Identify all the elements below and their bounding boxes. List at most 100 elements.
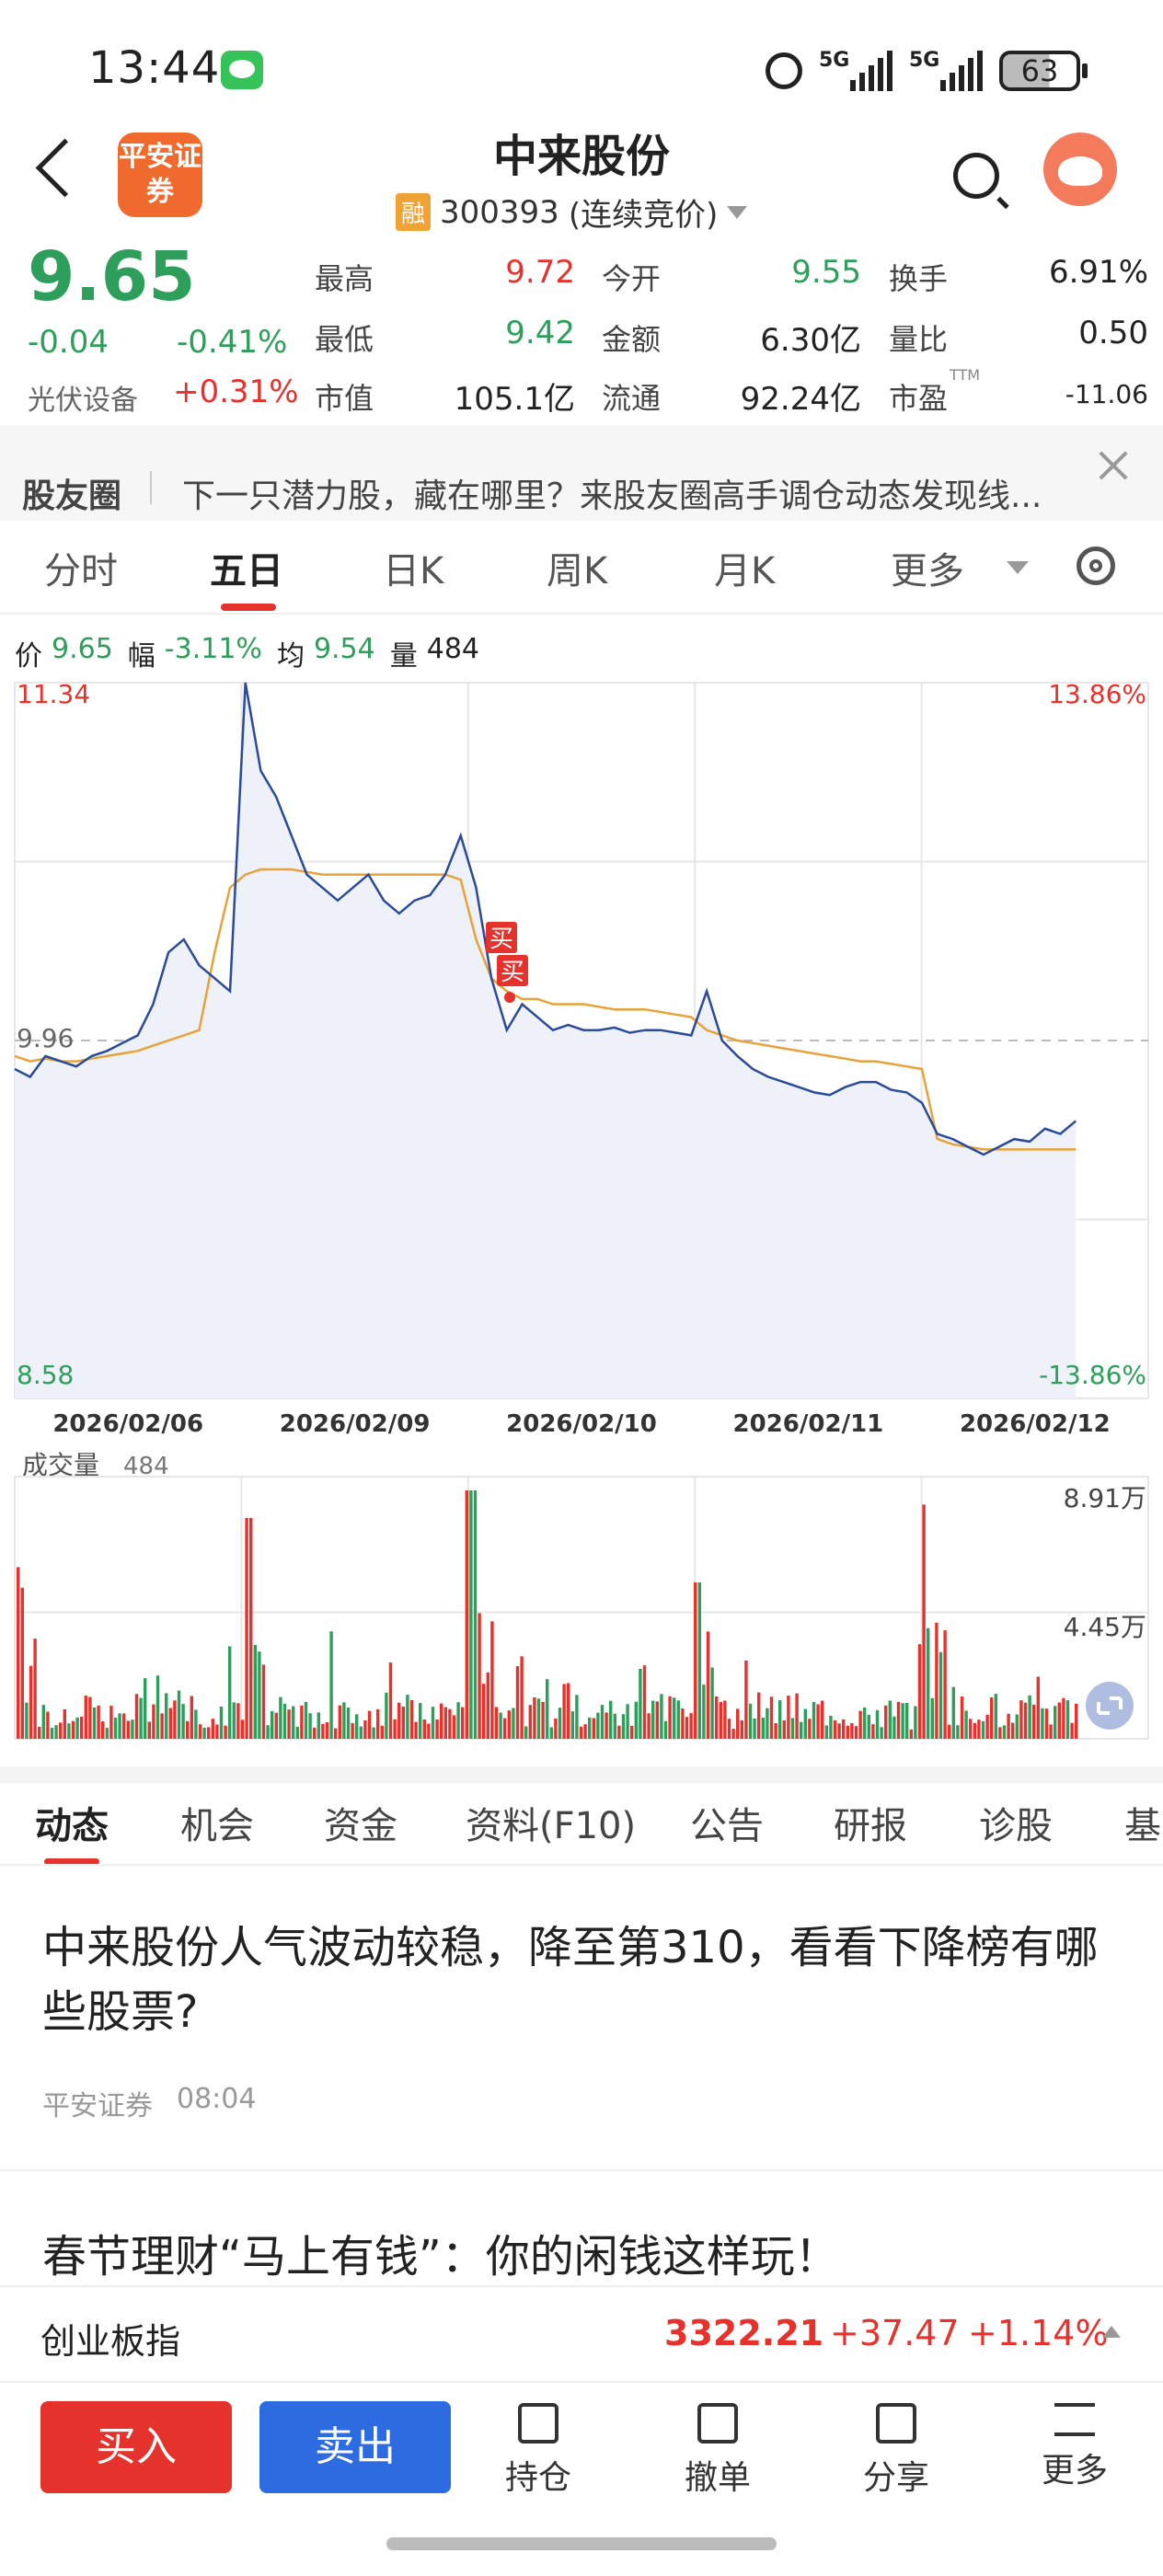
volume-bar [812, 1702, 816, 1739]
volume-bar [778, 1700, 782, 1739]
assistant-avatar[interactable] [1043, 132, 1117, 206]
volume-bar [363, 1720, 367, 1739]
volume-bar [922, 1504, 926, 1739]
pct-max-label: 13.86% [1048, 679, 1146, 709]
volume-bar [1015, 1714, 1019, 1739]
volume-bar [892, 1716, 896, 1739]
quote-label: 量比 [889, 322, 949, 357]
volume-bar [168, 1708, 172, 1739]
volume-bar [938, 1651, 943, 1739]
stock-code-selector[interactable]: 融 300393 (连续竞价) [396, 190, 748, 235]
volume-bar [727, 1719, 731, 1739]
volume-bar [960, 1696, 964, 1739]
date-labels: 2026/02/06 2026/02/09 2026/02/10 2026/02/11… [52, 1410, 1110, 1438]
tab-announcements[interactable]: 公告 [690, 1805, 764, 1847]
tab-opportunity[interactable]: 机会 [180, 1805, 254, 1847]
news-headline[interactable]: 中来股份人气波动较稳，降至第310，看看下降榜有哪些股票? [42, 1922, 1099, 2038]
tab-diagnosis[interactable]: 诊股 [979, 1805, 1053, 1847]
pct-min-label: -13.86% [1039, 1360, 1146, 1390]
volume-bar [334, 1728, 338, 1739]
volume-bar [308, 1713, 312, 1739]
more-button[interactable]: 更多 [1038, 2403, 1111, 2491]
volume-bar [790, 1718, 795, 1739]
tab-funds[interactable]: 资金 [324, 1805, 397, 1847]
volume-bar [329, 1631, 333, 1739]
volume-bar [909, 1729, 913, 1739]
volume-bar [29, 1665, 33, 1739]
friend-circle-banner[interactable] [0, 425, 1163, 521]
volume-bar [249, 1518, 253, 1739]
volume-bar [1057, 1702, 1061, 1739]
volume-bar [639, 1669, 642, 1739]
volume-max-label: 8.91万 [1064, 1483, 1146, 1513]
tab-more[interactable]: 更多 [891, 550, 964, 592]
volume-bar [710, 1667, 714, 1739]
divider [0, 2169, 1163, 2171]
volume-bar [194, 1709, 198, 1739]
volume-bar [198, 1724, 202, 1739]
tab-research[interactable]: 研报 [834, 1805, 907, 1847]
volume-bar [948, 1724, 951, 1739]
volume-bar [630, 1725, 634, 1739]
tab-monthly-k[interactable]: 月K [714, 550, 776, 592]
volume-bar [668, 1696, 672, 1739]
five-day-chart[interactable]: 买买 11.34 8.58 9.96 13.86% -13.86% 2026/0… [0, 616, 1163, 1757]
cancel-order-button[interactable]: 撤单 [681, 2403, 754, 2499]
quote-label: 今开 [602, 261, 662, 296]
news-meta: 平安证券 08:04 [42, 2083, 256, 2123]
price-change: -0.04 [28, 324, 109, 361]
volume-bar [282, 1703, 287, 1739]
tab-fund[interactable]: 基 [1124, 1805, 1161, 1847]
volume-bar [50, 1728, 54, 1739]
chevron-up-icon[interactable] [1102, 2326, 1121, 2338]
search-icon[interactable] [953, 153, 999, 199]
more-label: 更多 [1041, 2452, 1108, 2490]
holdings-button[interactable]: 持仓 [501, 2403, 575, 2499]
volume-bar [503, 1718, 507, 1739]
tab-daily-k[interactable]: 日K [383, 550, 444, 592]
news-headline[interactable]: 春节理财“马上有钱”：你的闲钱这样玩！ [42, 2231, 839, 2283]
volume-bar [440, 1703, 443, 1739]
index-ticker[interactable] [0, 2285, 1163, 2383]
volume-bar [567, 1683, 570, 1739]
tab-indicator [44, 1858, 99, 1865]
sector-name[interactable]: 光伏设备 [28, 385, 138, 417]
home-indicator[interactable] [386, 2537, 777, 2550]
battery-icon: 63 [999, 51, 1088, 91]
volume-bar [558, 1708, 562, 1739]
date-label: 2026/02/10 [506, 1410, 657, 1438]
tab-weekly-k[interactable]: 周K [547, 550, 608, 592]
volume-bar [951, 1686, 955, 1739]
volume-bar [854, 1726, 858, 1739]
buy-button[interactable]: 买入 [40, 2401, 232, 2493]
status-icons: 5G 5G 63 [766, 48, 1088, 94]
volume-bars [17, 1490, 1078, 1739]
friend-circle-text[interactable]: 下一只潜力股，藏在哪里？来股友圈高手调仓动态发现线... [182, 477, 1042, 515]
tab-news[interactable]: 动态 [35, 1805, 109, 1847]
volume-bar [647, 1713, 651, 1739]
volume-bar [456, 1702, 460, 1739]
volume-bar [186, 1720, 190, 1739]
close-icon[interactable] [1095, 447, 1132, 484]
volume-bar [54, 1725, 58, 1739]
volume-bar [1049, 1724, 1053, 1739]
tab-f10[interactable]: 资料(F10) [466, 1805, 637, 1847]
share-button[interactable]: 分享 [859, 2403, 933, 2499]
vol-label: 量 [389, 640, 418, 673]
holdings-icon [518, 2403, 558, 2444]
volume-bar [579, 1726, 583, 1739]
volume-bar [469, 1490, 473, 1739]
volume-bar [570, 1711, 574, 1739]
tab-intraday[interactable]: 分时 [44, 550, 118, 592]
quote-value: 9.72 [505, 254, 575, 291]
volume-bar [126, 1720, 130, 1739]
gear-icon[interactable] [1077, 546, 1115, 585]
sell-button[interactable]: 卖出 [259, 2401, 451, 2493]
volume-title: 成交量 [22, 1450, 99, 1480]
volume-bar [266, 1725, 270, 1739]
volume-bar [88, 1696, 92, 1739]
volume-bar [448, 1708, 452, 1739]
volume-bar [155, 1675, 160, 1739]
tab-five-day[interactable]: 五日 [210, 550, 283, 592]
volume-bar [676, 1700, 680, 1739]
